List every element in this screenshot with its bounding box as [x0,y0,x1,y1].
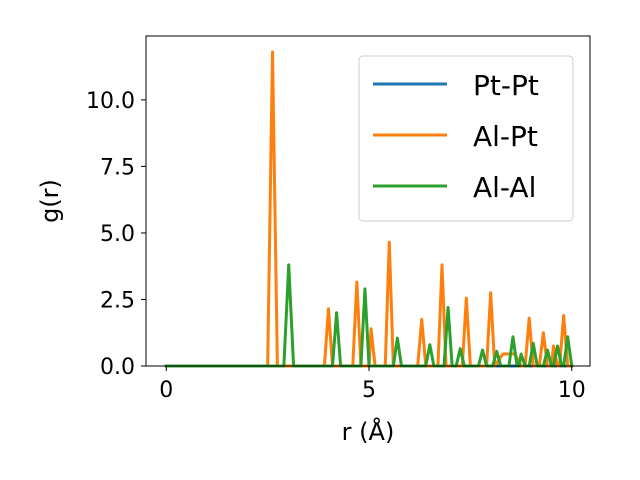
y-tick-label: 5.0 [100,222,135,247]
x-tick-label: 5 [362,378,376,403]
legend-label-pt-pt: Pt-Pt [473,69,539,102]
x-axis: 0 5 10 [159,366,586,403]
legend-label-al-pt: Al-Pt [473,120,538,153]
legend-box [358,55,574,222]
series-line-al-al [164,263,574,368]
legend-label-al-al: Al-Al [473,171,536,204]
x-tick-label: 0 [159,378,173,403]
x-axis-label: r (Å) [342,417,395,446]
y-axis-label: g(r) [36,179,64,223]
y-tick-label: 7.5 [100,155,135,180]
y-axis: 0.0 2.5 5.0 7.5 10.0 [86,89,146,380]
y-tick-label: 0.0 [100,355,135,380]
legend: Pt-Pt Al-Pt Al-Al [358,55,574,222]
y-tick-label: 2.5 [100,288,135,313]
x-tick-label: 10 [558,378,586,403]
y-tick-label: 10.0 [86,89,135,114]
plot-frame [145,35,591,367]
